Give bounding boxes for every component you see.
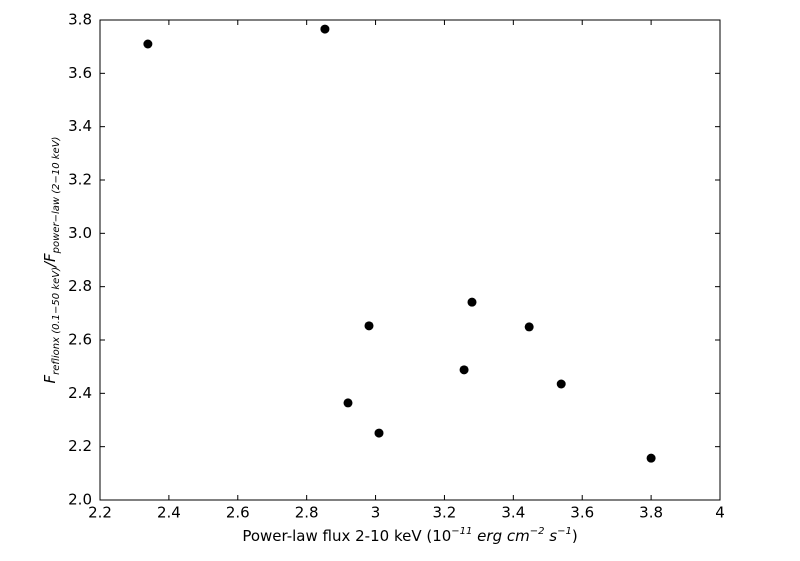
x-tick-label: 2.8 xyxy=(295,504,319,522)
y-label-part: F xyxy=(41,374,59,383)
y-tick-label: 3.8 xyxy=(68,11,92,29)
point xyxy=(524,322,534,332)
x-tick-label: 3.6 xyxy=(570,504,594,522)
point xyxy=(556,379,566,389)
y-tick-label: 2.0 xyxy=(68,491,92,509)
x-label-part: erg cm xyxy=(472,527,529,545)
x-label-part: −11 xyxy=(451,526,472,537)
x-tick-label: 3.4 xyxy=(501,504,525,522)
x-label-part: s xyxy=(544,527,557,545)
x-label-part: Power-law flux 2-10 keV ( xyxy=(242,527,432,545)
x-tick-label: 2.4 xyxy=(157,504,181,522)
plot-frame xyxy=(99,19,721,501)
point xyxy=(459,365,469,375)
y-tick-label: 3.4 xyxy=(68,117,92,135)
x-tick-label: 3 xyxy=(371,504,381,522)
y-tick-label: 3.0 xyxy=(68,224,92,242)
x-label-part: −2 xyxy=(530,526,545,537)
y-tick-label: 2.6 xyxy=(68,331,92,349)
point xyxy=(343,398,353,408)
x-tick-label: 2.6 xyxy=(226,504,250,522)
point xyxy=(374,428,384,438)
y-label-part: /F xyxy=(41,253,59,269)
point xyxy=(646,453,656,463)
point xyxy=(143,39,153,49)
point xyxy=(467,297,477,307)
y-label-part: power−law (2−10 keV) xyxy=(51,137,62,255)
x-label-part: 10 xyxy=(432,527,451,545)
y-tick-label: 2.8 xyxy=(68,277,92,295)
y-tick-label: 2.4 xyxy=(68,384,92,402)
x-label-part: ) xyxy=(572,527,578,545)
y-label-part: reflionx (0.1−50 keV) xyxy=(51,267,62,375)
y-axis-label: Freflionx (0.1−50 keV)/Fpower−law (2−10 … xyxy=(41,137,62,384)
point xyxy=(320,24,330,34)
x-tick-label: 2.2 xyxy=(88,504,112,522)
x-label-part: −1 xyxy=(557,526,572,537)
point xyxy=(364,321,374,331)
y-tick-label: 3.2 xyxy=(68,171,92,189)
y-tick-label: 2.2 xyxy=(68,437,92,455)
x-axis-label: Power-law flux 2-10 keV (10−11 erg cm−2 … xyxy=(242,526,577,545)
x-tick-label: 4 xyxy=(715,504,725,522)
x-tick-label: 3.8 xyxy=(639,504,663,522)
x-tick-label: 3.2 xyxy=(433,504,457,522)
y-tick-label: 3.6 xyxy=(68,64,92,82)
